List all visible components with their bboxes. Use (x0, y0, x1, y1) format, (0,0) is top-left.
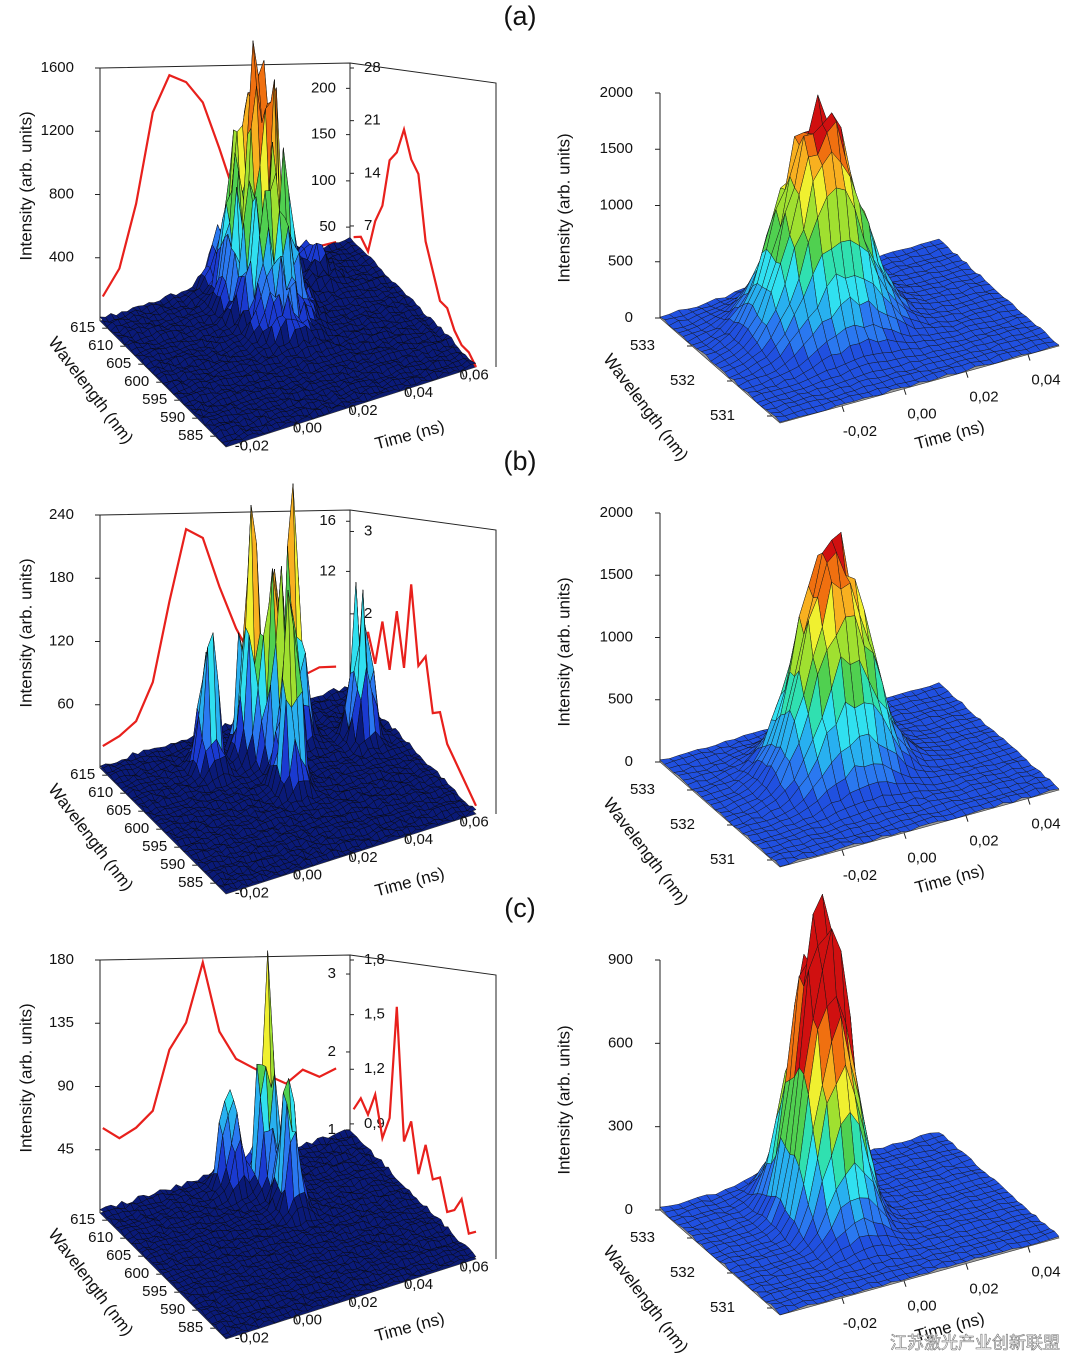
x-tick-label: -0,02 (843, 423, 877, 440)
z-tick-label: 0 (625, 309, 633, 326)
z-tick-label: 2000 (600, 504, 633, 521)
x-axis-title: Time (ns) (373, 417, 447, 454)
inner-tick-label: 200 (311, 79, 336, 96)
y-tick-label: 615 (70, 766, 95, 783)
surface-plot: 0 500 1000 1500 2000 -0,02 0,00 0,02 0,04 533 532 5… (554, 84, 1060, 465)
z-tick-label: 500 (608, 691, 633, 708)
z-tick-label: 500 (608, 253, 633, 270)
x-tick (842, 406, 844, 412)
z-tick-label: 400 (49, 249, 74, 266)
z-axis-title: Intensity (arb. units) (16, 111, 35, 260)
z-tick-label: 1500 (600, 566, 633, 583)
x-tick-label: 0,02 (969, 389, 998, 406)
x-tick-label: 0,04 (404, 831, 433, 848)
inner-tick-label: 100 (311, 172, 336, 189)
y-tick-label: 600 (124, 820, 149, 837)
x-tick-label: 0,04 (1031, 372, 1060, 389)
panel-label: (b) (504, 446, 537, 476)
z-tick-label: 1000 (600, 196, 633, 213)
x-tick-label: 0,06 (460, 813, 489, 830)
panel-label: (a) (504, 1, 537, 31)
y-tick-label: 610 (88, 337, 113, 354)
x-tick-label: 0,04 (404, 384, 433, 401)
inner-tick-label: 14 (364, 164, 381, 181)
y-tick-label: 610 (88, 784, 113, 801)
surface-plot: 0500100015002000-0,020,000,020,045335325… (554, 504, 1060, 909)
x-tick (1028, 355, 1030, 361)
z-axis-title: Intensity (arb. units) (16, 558, 35, 707)
z-tick-label: 1600 (41, 59, 74, 76)
x-tick-label: 0,02 (348, 849, 377, 866)
y-tick-label: 600 (124, 373, 149, 390)
x-tick-label: -0,02 (235, 438, 269, 455)
y-tick-label: 585 (178, 874, 203, 891)
y-tick-label: 585 (178, 427, 203, 444)
inner-tick-label: 2 (364, 605, 372, 622)
z-tick-label: 60 (57, 696, 74, 713)
z-tick-label: 0 (625, 753, 633, 770)
z-tick-label: 2000 (600, 84, 633, 101)
inner-tick-label: 28 (364, 59, 381, 76)
y-tick-label: 532 (670, 372, 695, 389)
inner-tick-label: 50 (319, 218, 336, 235)
z-tick-label: 180 (49, 569, 74, 586)
z-axis-title: Intensity (arb. units) (554, 133, 573, 282)
y-tick-label: 595 (142, 391, 167, 408)
y-tick-label: 605 (106, 802, 131, 819)
y-tick-label: 615 (70, 319, 95, 336)
inner-tick-label: 150 (311, 126, 336, 143)
inner-tick-label: 16 (319, 512, 336, 529)
x-tick-label: 0,00 (293, 867, 322, 884)
x-tick-label: 0,06 (460, 366, 489, 383)
z-tick-label: 240 (49, 506, 74, 523)
surface (660, 532, 1059, 866)
z-tick-label: 1200 (41, 122, 74, 139)
z-tick-label: 800 (49, 185, 74, 202)
y-tick-label: 595 (142, 838, 167, 855)
y-tick-label: 533 (630, 337, 655, 354)
x-axis-title: Time (ns) (373, 864, 447, 901)
surface (660, 95, 1059, 422)
z-tick-label: 1500 (600, 140, 633, 157)
y-tick-label: 590 (160, 856, 185, 873)
surface-plot: 400 800 1200 1600 50 100 150 200 7 14 21 28 -0,02 0,0… (16, 1, 536, 454)
inner-tick-label: 3 (364, 522, 372, 539)
x-tick (966, 372, 968, 378)
x-tick (904, 389, 906, 395)
y-tick-label: 605 (106, 355, 131, 372)
z-tick-label: 120 (49, 632, 74, 649)
y-axis-title: Wavelength (nm) (599, 350, 692, 464)
y-tick-label: 531 (710, 407, 735, 424)
x-tick-label: 0,00 (293, 420, 322, 437)
x-tick-label: 0,00 (907, 406, 936, 423)
y-tick-label: 590 (160, 409, 185, 426)
x-tick-label: 0,02 (348, 402, 377, 419)
z-tick-label: 1000 (600, 628, 633, 645)
inner-tick-label: 21 (364, 112, 381, 129)
inner-tick-label: 7 (364, 217, 372, 234)
inner-tick-label: 12 (319, 562, 336, 579)
surface-plot: 60 120 180 240 12 16 2 3 -0,02 0,00 0,02 0,04 0,06 61… (16, 446, 536, 901)
x-tick-label: -0,02 (235, 885, 269, 902)
